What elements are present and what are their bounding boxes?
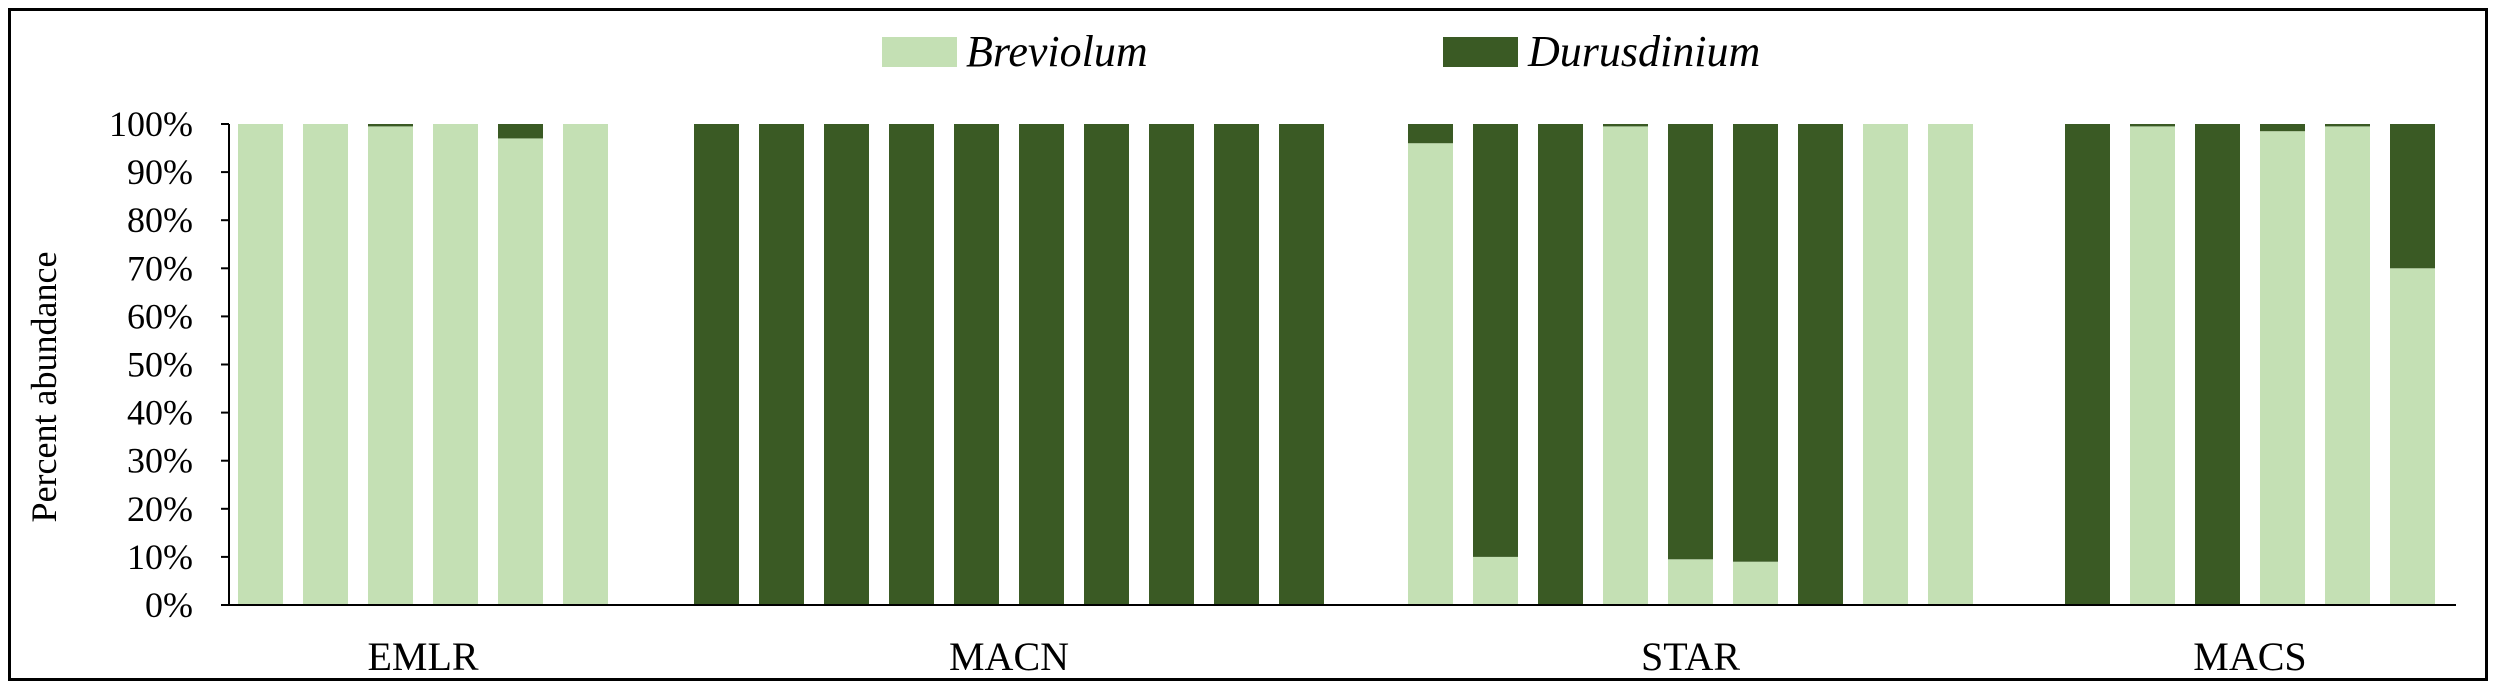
bar-emlr-5-breviolum <box>498 138 543 605</box>
x-axis: EMLR MACN STAR MACS <box>229 604 2456 678</box>
bar-macs-2-durusdinium <box>2130 124 2175 127</box>
y-tick-label: 30% <box>127 441 193 481</box>
bar-macn-8-durusdinium <box>1149 124 1194 605</box>
bar-macn-3-durusdinium <box>824 124 869 605</box>
bar-macs-5-durusdinium <box>2325 124 2370 127</box>
x-category-label-emlr: EMLR <box>367 634 478 678</box>
bar-star-8-breviolum <box>1863 124 1908 605</box>
bar-star-4-breviolum <box>1603 126 1648 605</box>
stacked-bar-chart: Breviolum Durusdinium 0% 10% 20% 30% 40% 50% 60… <box>24 27 2456 678</box>
y-tick-label: 100% <box>109 104 193 144</box>
bar-macs-4-durusdinium <box>2260 124 2305 132</box>
y-tick-label: 0% <box>145 585 193 625</box>
bar-emlr-4-breviolum <box>433 124 478 605</box>
bar-macn-9-durusdinium <box>1214 124 1259 605</box>
y-tick-label: 90% <box>127 152 193 192</box>
legend-swatch-breviolum <box>882 37 957 67</box>
bar-star-1-durusdinium <box>1408 124 1453 144</box>
x-category-label-macs: MACS <box>2193 634 2306 678</box>
legend-label-breviolum: Breviolum <box>966 27 1148 76</box>
y-tick-label: 80% <box>127 200 193 240</box>
bar-macn-10-durusdinium <box>1279 124 1324 605</box>
legend-swatch-durusdinium <box>1443 37 1518 67</box>
bar-emlr-5-durusdinium <box>498 124 543 139</box>
bar-macn-6-durusdinium <box>1019 124 1064 605</box>
bar-star-9-breviolum <box>1928 124 1973 605</box>
bar-macs-5-breviolum <box>2325 126 2370 605</box>
bar-star-4-durusdinium <box>1603 124 1648 127</box>
bar-macs-4-breviolum <box>2260 131 2305 605</box>
bar-emlr-1-breviolum <box>238 124 283 605</box>
bar-macs-1-durusdinium <box>2065 124 2110 605</box>
y-tick-label: 70% <box>127 248 193 288</box>
y-tick-label: 40% <box>127 393 193 433</box>
y-axis: 0% 10% 20% 30% 40% 50% 60% 70% 80% 90% 100% <box>109 104 230 625</box>
bar-star-2-durusdinium <box>1473 124 1518 557</box>
chart-frame: Breviolum Durusdinium 0% 10% 20% 30% 40% 50% 60… <box>8 8 2488 681</box>
bar-star-1-breviolum <box>1408 143 1453 606</box>
bar-macn-1-durusdinium <box>694 124 739 605</box>
bar-emlr-3-durusdinium <box>368 124 413 127</box>
y-tick-label: 10% <box>127 537 193 577</box>
legend-label-durusdinium: Durusdinium <box>1527 27 1760 76</box>
x-category-label-star: STAR <box>1641 634 1740 678</box>
bars <box>238 124 2435 606</box>
bar-macn-5-durusdinium <box>954 124 999 605</box>
bar-star-2-breviolum <box>1473 556 1518 605</box>
bar-macn-2-durusdinium <box>759 124 804 605</box>
bar-emlr-6-breviolum <box>563 124 608 605</box>
bar-macs-6-durusdinium <box>2390 124 2435 269</box>
bar-macs-6-breviolum <box>2390 268 2435 605</box>
bar-macs-3-durusdinium <box>2195 124 2240 605</box>
bar-star-6-durusdinium <box>1733 124 1778 562</box>
bar-star-3-durusdinium <box>1538 124 1583 605</box>
bar-macn-4-durusdinium <box>889 124 934 605</box>
bar-emlr-3-breviolum <box>368 126 413 605</box>
bar-star-7-durusdinium <box>1798 124 1843 605</box>
bar-star-5-breviolum <box>1668 559 1713 605</box>
y-axis-label: Percent abundance <box>24 252 64 523</box>
legend: Breviolum Durusdinium <box>882 27 1760 76</box>
y-tick-label: 20% <box>127 489 193 529</box>
y-tick-label: 50% <box>127 345 193 385</box>
y-tick-label: 60% <box>127 296 193 336</box>
bar-star-5-durusdinium <box>1668 124 1713 560</box>
bar-macs-2-breviolum <box>2130 126 2175 605</box>
bar-star-6-breviolum <box>1733 561 1778 605</box>
x-category-label-macn: MACN <box>949 634 1069 678</box>
bar-emlr-2-breviolum <box>303 124 348 605</box>
bar-macn-7-durusdinium <box>1084 124 1129 605</box>
